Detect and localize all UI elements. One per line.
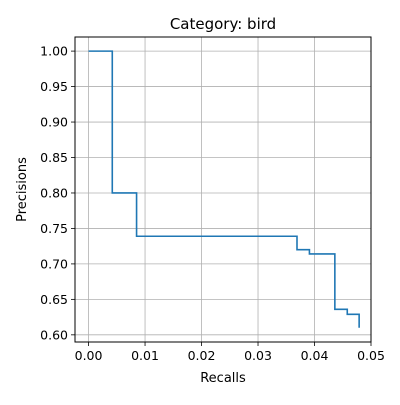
y-tick-label: 1.00 — [40, 44, 68, 59]
x-tick-label: 0.04 — [301, 348, 329, 363]
x-tick-label: 0.03 — [244, 348, 272, 363]
y-tick-label: 0.95 — [40, 79, 68, 94]
y-tick-label: 0.70 — [40, 256, 68, 271]
ticks: 0.00 0.01 0.02 0.03 0.04 0.05 0.60 0.65 0.70 0.75… — [40, 44, 385, 363]
x-tick-label: 0.02 — [188, 348, 216, 363]
y-tick-label: 0.75 — [40, 221, 68, 236]
grid — [75, 37, 372, 342]
x-tick-label: 0.00 — [75, 348, 103, 363]
y-tick-label: 0.65 — [40, 292, 68, 307]
x-tick-label: 0.01 — [131, 348, 159, 363]
y-tick-label: 0.80 — [40, 185, 68, 200]
x-axis-label: Recalls — [200, 371, 246, 386]
y-tick-label: 0.90 — [40, 115, 68, 130]
x-tick-label: 0.05 — [357, 348, 385, 363]
precision-recall-line — [88, 50, 360, 328]
plot-frame — [74, 36, 372, 343]
y-tick-label: 0.85 — [40, 150, 68, 165]
y-tick-label: 0.60 — [40, 327, 68, 342]
chart-title: Category: bird — [170, 15, 276, 33]
series-layer — [88, 50, 360, 328]
y-axis-label: Precisions — [15, 157, 30, 222]
